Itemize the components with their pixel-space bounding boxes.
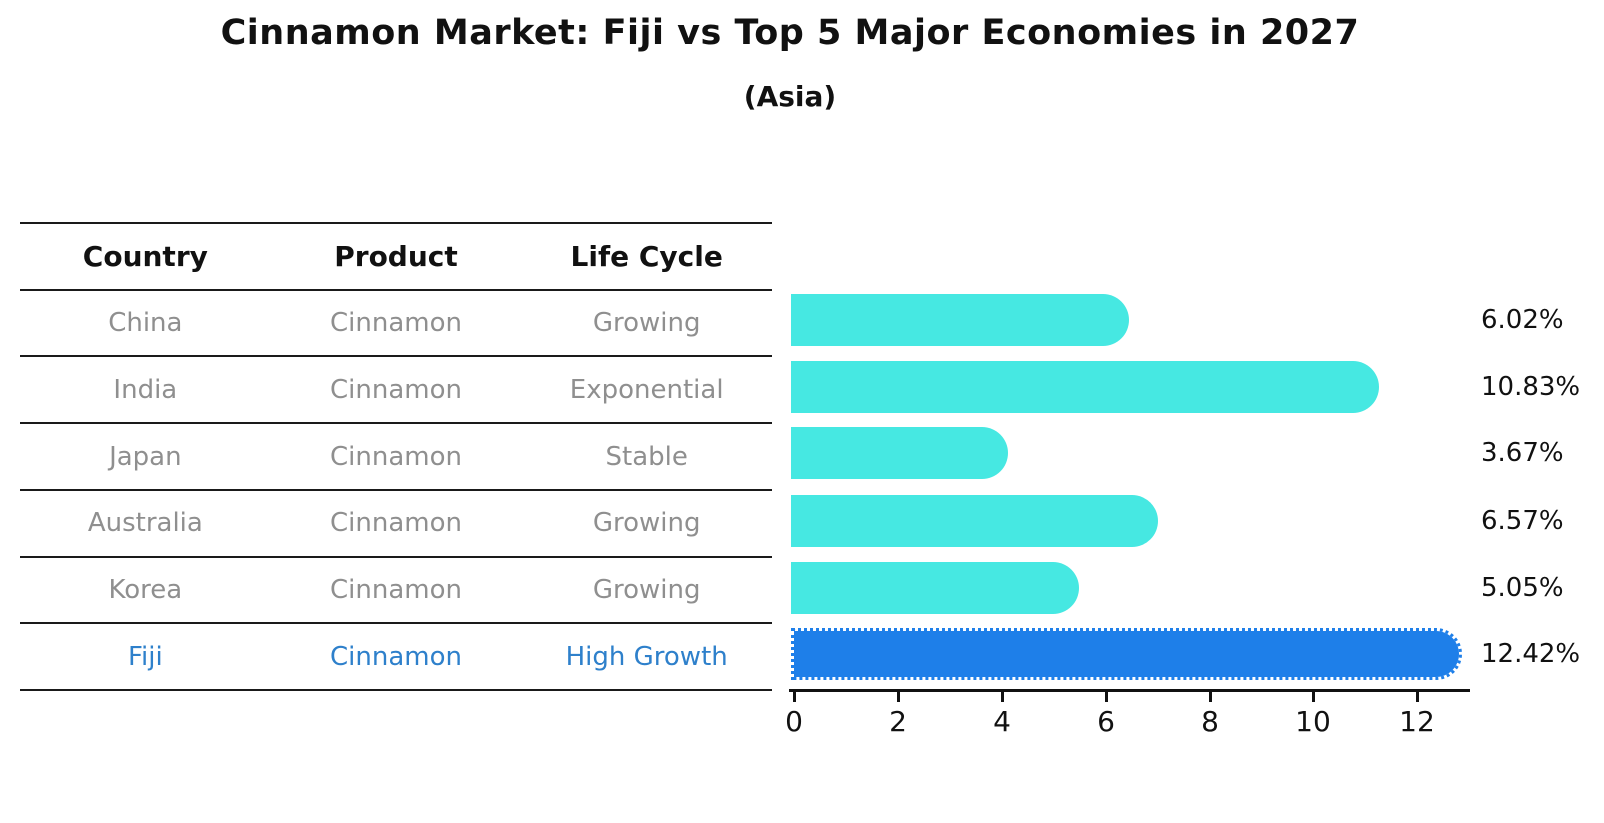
cell-life-cycle: Stable	[605, 441, 688, 472]
table-row-japan: Japan Cinnamon Stable	[20, 422, 772, 489]
bar-korea	[791, 562, 1080, 614]
cell-country: India	[113, 374, 178, 405]
cell-product: Cinnamon	[330, 574, 462, 605]
bar-china	[791, 294, 1130, 346]
cell-product: Cinnamon	[330, 374, 462, 405]
cell-product: Cinnamon	[330, 508, 462, 539]
cell-country: China	[108, 308, 183, 339]
cell-product: Cinnamon	[330, 441, 462, 472]
cell-country: Korea	[108, 574, 183, 605]
value-label-china: 6.02%	[1481, 305, 1564, 335]
table-row-australia: Australia Cinnamon Growing	[20, 488, 772, 556]
table-row-fiji-highlighted: Fiji Cinnamon High Growth	[20, 622, 772, 689]
table-row-korea: Korea Cinnamon Growing	[20, 555, 772, 623]
x-axis-tick	[1209, 692, 1212, 702]
x-tick-label-10: 10	[1295, 705, 1331, 738]
table-row-china: China Cinnamon Growing	[20, 288, 772, 356]
x-tick-label-4: 4	[993, 705, 1011, 738]
value-label-japan: 3.67%	[1481, 438, 1564, 468]
cell-life-cycle: Growing	[592, 308, 701, 339]
x-tick-label-6: 6	[1097, 705, 1115, 738]
x-tick-label-2: 2	[889, 705, 907, 738]
x-axis-tick	[793, 692, 796, 702]
x-axis-tick	[1105, 692, 1108, 702]
cell-country: Australia	[87, 508, 203, 539]
column-header-product: Product	[334, 239, 458, 273]
x-axis-tick	[1001, 692, 1004, 702]
value-label-fiji: 12.42%	[1481, 639, 1581, 669]
bar-japan	[791, 427, 1008, 479]
column-header-life-cycle: Life Cycle	[570, 239, 723, 273]
value-label-australia: 6.57%	[1481, 506, 1564, 536]
cell-country: Fiji	[127, 641, 163, 672]
cell-product: Cinnamon	[330, 641, 462, 672]
x-tick-label-12: 12	[1399, 705, 1435, 738]
value-label-korea: 5.05%	[1481, 573, 1564, 603]
summary-table: Country Product Life Cycle China Cinnamo…	[20, 222, 772, 691]
x-axis-tick	[897, 692, 900, 702]
bar-fiji-highlighted	[791, 628, 1462, 680]
bar-india	[791, 361, 1380, 413]
column-header-country: Country	[82, 239, 208, 273]
x-tick-label-8: 8	[1201, 705, 1219, 738]
x-axis-tick	[1416, 692, 1419, 702]
bar-australia	[791, 495, 1158, 547]
table-row-india: India Cinnamon Exponential	[20, 355, 772, 422]
table-header-row: Country Product Life Cycle	[20, 222, 772, 289]
x-axis-tick	[1312, 692, 1315, 702]
cell-life-cycle: Growing	[592, 508, 701, 539]
cell-life-cycle: Growing	[592, 574, 701, 605]
cell-product: Cinnamon	[330, 308, 462, 339]
value-label-india: 10.83%	[1481, 372, 1581, 402]
x-tick-label-0: 0	[785, 705, 803, 738]
chart-title: Cinnamon Market: Fiji vs Top 5 Major Eco…	[220, 13, 1360, 53]
x-axis-line	[789, 689, 1470, 692]
cell-life-cycle: Exponential	[569, 374, 724, 405]
cell-life-cycle: High Growth	[565, 641, 728, 672]
chart-subtitle: (Asia)	[743, 80, 837, 113]
cell-country: Japan	[109, 441, 182, 472]
